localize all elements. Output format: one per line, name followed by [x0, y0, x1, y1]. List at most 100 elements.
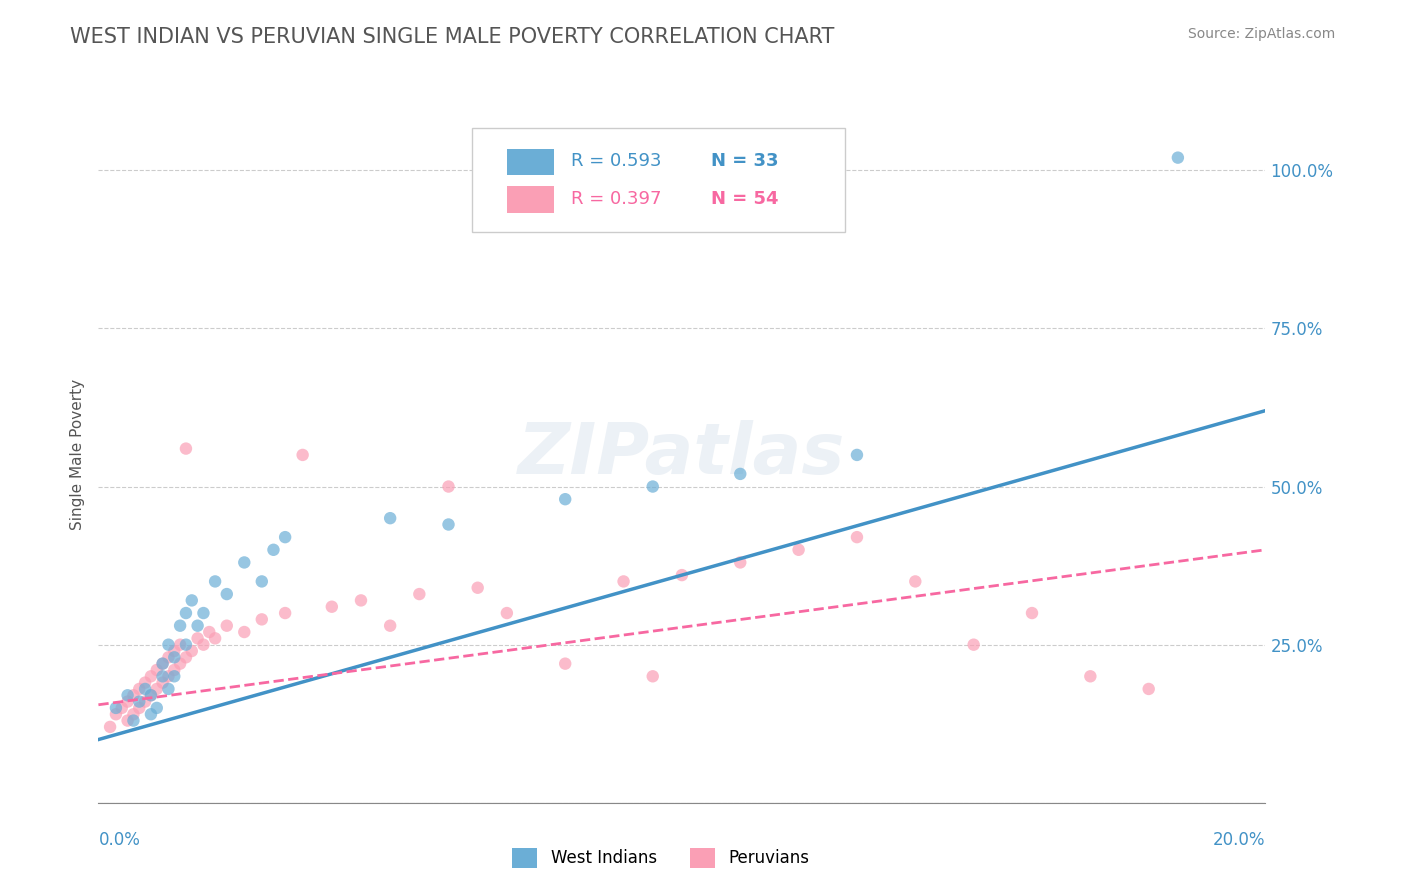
Point	[250, 574, 273, 589]
Text: N = 33: N = 33	[711, 153, 779, 170]
Point	[139, 688, 162, 702]
Point	[117, 688, 139, 702]
Point	[169, 657, 191, 671]
Point	[157, 669, 180, 683]
Bar	[508, 186, 554, 213]
Point	[122, 688, 145, 702]
Point	[787, 542, 810, 557]
Point	[671, 568, 693, 582]
Point	[187, 632, 209, 646]
Point	[163, 669, 186, 683]
Point	[554, 492, 576, 507]
Point	[233, 625, 256, 640]
Point	[104, 701, 127, 715]
Point	[1167, 151, 1189, 165]
Point	[117, 714, 139, 728]
Point	[728, 556, 751, 570]
Point	[152, 657, 174, 671]
Point	[146, 663, 169, 677]
Point	[193, 638, 215, 652]
Point	[180, 593, 202, 607]
Point	[122, 707, 145, 722]
Point	[904, 574, 927, 589]
Point	[204, 632, 226, 646]
Point	[169, 618, 191, 632]
Point	[180, 644, 202, 658]
Point	[146, 681, 169, 696]
FancyBboxPatch shape	[472, 128, 845, 232]
Text: WEST INDIAN VS PERUVIAN SINGLE MALE POVERTY CORRELATION CHART: WEST INDIAN VS PERUVIAN SINGLE MALE POVE…	[70, 27, 835, 46]
Point	[157, 638, 180, 652]
Point	[98, 720, 121, 734]
Point	[128, 701, 150, 715]
Text: R = 0.593: R = 0.593	[571, 153, 662, 170]
Point	[962, 638, 984, 652]
Point	[146, 701, 169, 715]
Text: Source: ZipAtlas.com: Source: ZipAtlas.com	[1188, 27, 1336, 41]
Point	[215, 587, 238, 601]
Point	[408, 587, 430, 601]
Point	[437, 517, 460, 532]
Point	[1080, 669, 1102, 683]
Text: ZIPatlas: ZIPatlas	[519, 420, 845, 490]
Point	[845, 448, 868, 462]
Point	[1137, 681, 1160, 696]
Point	[157, 681, 180, 696]
Point	[250, 612, 273, 626]
Point	[174, 606, 197, 620]
Point	[728, 467, 751, 481]
Text: 20.0%: 20.0%	[1213, 830, 1265, 848]
Point	[845, 530, 868, 544]
Point	[122, 714, 145, 728]
Point	[128, 695, 150, 709]
Point	[157, 650, 180, 665]
Point	[111, 701, 134, 715]
Point	[215, 618, 238, 632]
Point	[174, 442, 197, 456]
Point	[139, 707, 162, 722]
Point	[104, 707, 127, 722]
Point	[378, 618, 402, 632]
Point	[134, 695, 156, 709]
Point	[169, 638, 191, 652]
Point	[495, 606, 517, 620]
Point	[152, 657, 174, 671]
Point	[152, 675, 174, 690]
Point	[350, 593, 373, 607]
Point	[139, 669, 162, 683]
Point	[139, 688, 162, 702]
Text: 0.0%: 0.0%	[98, 830, 141, 848]
Point	[174, 638, 197, 652]
Point	[163, 650, 186, 665]
Point	[204, 574, 226, 589]
Point	[554, 657, 576, 671]
Point	[321, 599, 343, 614]
Point	[117, 695, 139, 709]
Point	[163, 644, 186, 658]
Point	[233, 556, 256, 570]
Bar	[508, 149, 554, 175]
Point	[163, 663, 186, 677]
Point	[641, 479, 664, 493]
Point	[152, 669, 174, 683]
Point	[641, 669, 664, 683]
Point	[198, 625, 221, 640]
Point	[174, 650, 197, 665]
Point	[1021, 606, 1043, 620]
Point	[437, 479, 460, 493]
Point	[134, 675, 156, 690]
Legend: West Indians, Peruvians: West Indians, Peruvians	[506, 841, 815, 875]
Point	[193, 606, 215, 620]
Point	[187, 618, 209, 632]
Point	[262, 542, 284, 557]
Point	[291, 448, 314, 462]
Point	[128, 681, 150, 696]
Text: N = 54: N = 54	[711, 190, 779, 208]
Point	[134, 681, 156, 696]
Point	[274, 606, 297, 620]
Point	[274, 530, 297, 544]
Point	[378, 511, 402, 525]
Point	[467, 581, 489, 595]
Y-axis label: Single Male Poverty: Single Male Poverty	[69, 379, 84, 531]
Text: R = 0.397: R = 0.397	[571, 190, 662, 208]
